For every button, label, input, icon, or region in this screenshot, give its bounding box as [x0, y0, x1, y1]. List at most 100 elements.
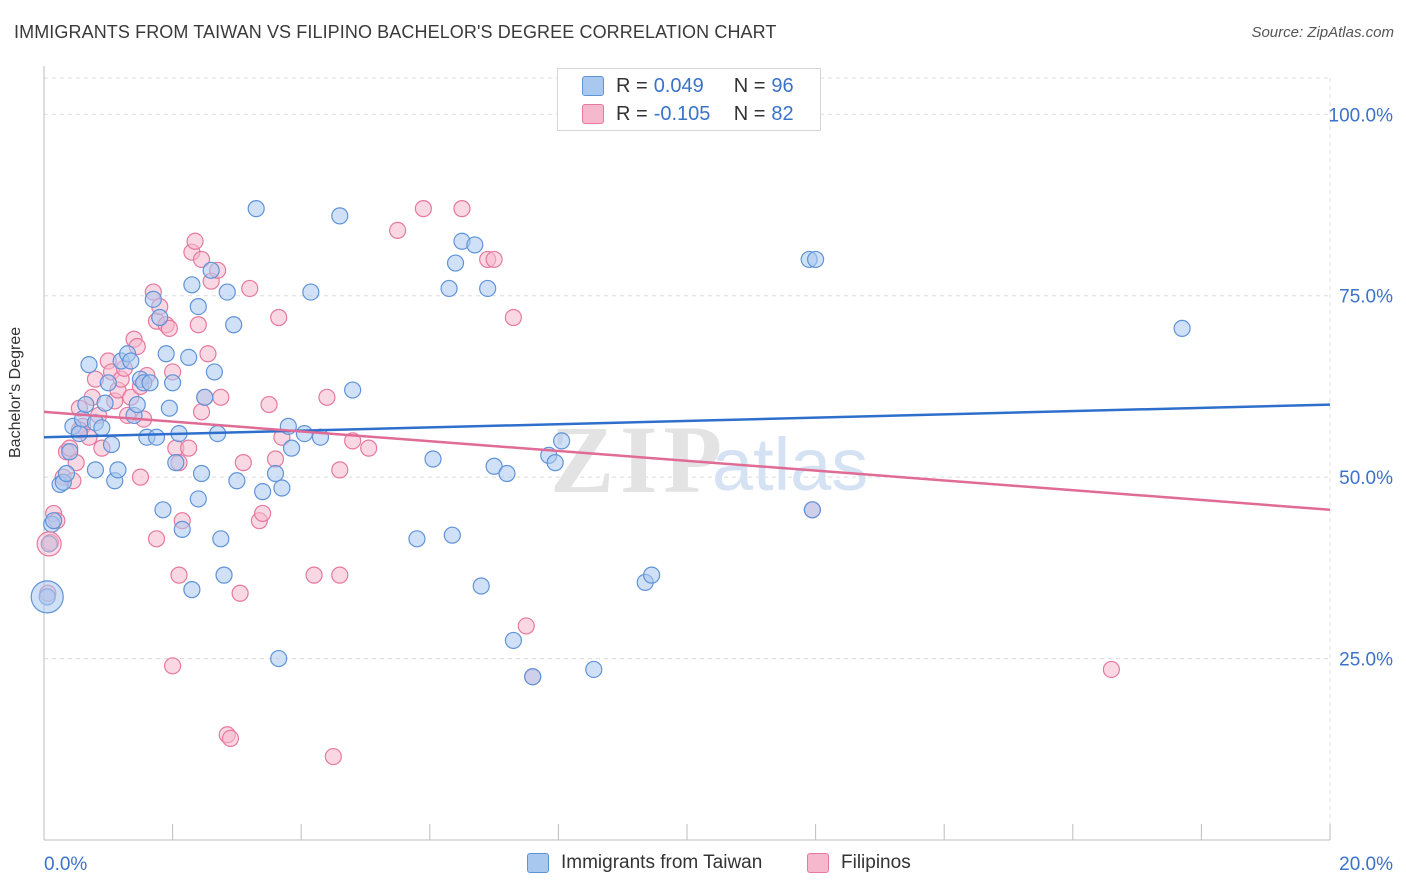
legend-r-label: R = [616, 102, 648, 125]
tick-labels: 25.0% 50.0% 75.0% 100.0% 0.0% 20.0% [44, 105, 1393, 875]
filipinos-point [36, 531, 62, 557]
filipinos-point [160, 319, 178, 337]
filipinos-point [331, 566, 349, 584]
taiwan-point [472, 577, 490, 595]
filipinos-point [192, 403, 211, 421]
taiwan-points [30, 200, 1191, 686]
taiwan-point [1173, 319, 1191, 337]
taiwan-point [215, 566, 233, 584]
taiwan-point [57, 464, 76, 483]
legend-n-label: N = [733, 102, 766, 125]
taiwan-point [247, 200, 265, 218]
taiwan-point [70, 425, 88, 443]
filipinos-point [231, 584, 249, 602]
legend-n-value: 82 [771, 102, 794, 125]
filipinos-point [241, 279, 259, 298]
taiwan-point [205, 363, 223, 381]
taiwan-point [546, 454, 564, 472]
legend-item-filipinos[interactable]: Filipinos [807, 852, 911, 874]
taiwan-point [183, 581, 201, 599]
taiwan-point [806, 250, 825, 269]
taiwan-point [202, 261, 220, 279]
legend-row-filipinos: R = -0.105 N = 82 [582, 103, 794, 125]
taiwan-point [147, 428, 166, 446]
taiwan-point [144, 290, 162, 308]
filipinos-point [305, 566, 323, 584]
taiwan-point [585, 660, 603, 679]
filipinos-point [517, 617, 535, 635]
taiwan-point [479, 279, 497, 298]
filipinos-point [485, 250, 503, 269]
stats-legend: R = 0.049 N = 96 R = -0.105 N = 82 [557, 68, 821, 131]
legend-r-label: R = [616, 74, 648, 97]
filipinos-point [504, 308, 522, 327]
legend-item-taiwan[interactable]: Immigrants from Taiwan [527, 852, 762, 874]
filipinos-point [192, 250, 211, 269]
taiwan-point [331, 207, 349, 225]
taiwan-point [225, 316, 243, 334]
taiwan-point [160, 399, 178, 417]
filipinos-point [180, 439, 198, 457]
taiwan-point [196, 388, 214, 406]
filipinos-point [234, 454, 252, 472]
taiwan-point [466, 236, 484, 254]
filipinos-point [186, 232, 204, 250]
taiwan-point [164, 374, 182, 392]
taiwan-point [553, 432, 571, 450]
filipinos-point [131, 468, 150, 486]
filipinos-point [1102, 660, 1120, 679]
taiwan-point [302, 283, 320, 301]
taiwan-point [80, 356, 98, 374]
y-tick-label: 100.0% [1329, 105, 1394, 126]
taiwan-point [218, 283, 236, 301]
filipinos-trend-line [43, 410, 1331, 512]
taiwan-point [273, 479, 291, 497]
taiwan-point [180, 348, 198, 366]
taiwan-point [344, 381, 362, 399]
taiwan-point [282, 439, 301, 457]
filipinos-point [318, 388, 336, 406]
filipinos-point [212, 388, 230, 406]
taiwan-point [102, 435, 121, 454]
taiwan-point [99, 374, 117, 392]
taiwan-point [61, 443, 79, 461]
taiwan-point [189, 298, 207, 316]
filipinos-point [360, 439, 378, 457]
y-tick-label: 75.0% [1339, 287, 1393, 308]
y-axis-label: Bachelor's Degree [7, 326, 24, 458]
trend-lines [43, 403, 1331, 512]
taiwan-point [77, 395, 95, 414]
taiwan-point [803, 501, 821, 519]
x-tick-label: 20.0% [1339, 854, 1393, 875]
taiwan-point [485, 457, 503, 475]
filipinos-point [147, 530, 166, 548]
filipinos-point [270, 308, 288, 327]
taiwan-point [40, 535, 58, 553]
filipinos-points [39, 200, 1120, 766]
taiwan-point [254, 483, 272, 501]
taiwan-point [446, 254, 465, 272]
taiwan-point [228, 472, 246, 490]
taiwan-point [295, 425, 314, 443]
taiwan-point [183, 276, 201, 294]
y-tick-label: 25.0% [1339, 650, 1393, 671]
taiwan-point [151, 308, 169, 327]
legend-swatch-pink [582, 104, 604, 124]
taiwan-point [212, 530, 230, 548]
legend-label-filipinos: Filipinos [841, 852, 911, 873]
filipinos-point [260, 395, 278, 414]
filipinos-point [324, 747, 342, 766]
taiwan-point [643, 566, 661, 584]
taiwan-point [167, 454, 185, 472]
taiwan-trend-line [43, 403, 1331, 439]
taiwan-point [154, 501, 172, 519]
taiwan-point [109, 461, 127, 479]
legend-n-value: 96 [771, 74, 794, 97]
legend-label-taiwan: Immigrants from Taiwan [561, 852, 763, 873]
taiwan-point [93, 419, 111, 437]
taiwan-point [192, 464, 211, 483]
taiwan-point [504, 631, 522, 650]
y-tick-label: 50.0% [1339, 468, 1393, 489]
series-legend: Immigrants from Taiwan Filipinos [0, 852, 1406, 876]
